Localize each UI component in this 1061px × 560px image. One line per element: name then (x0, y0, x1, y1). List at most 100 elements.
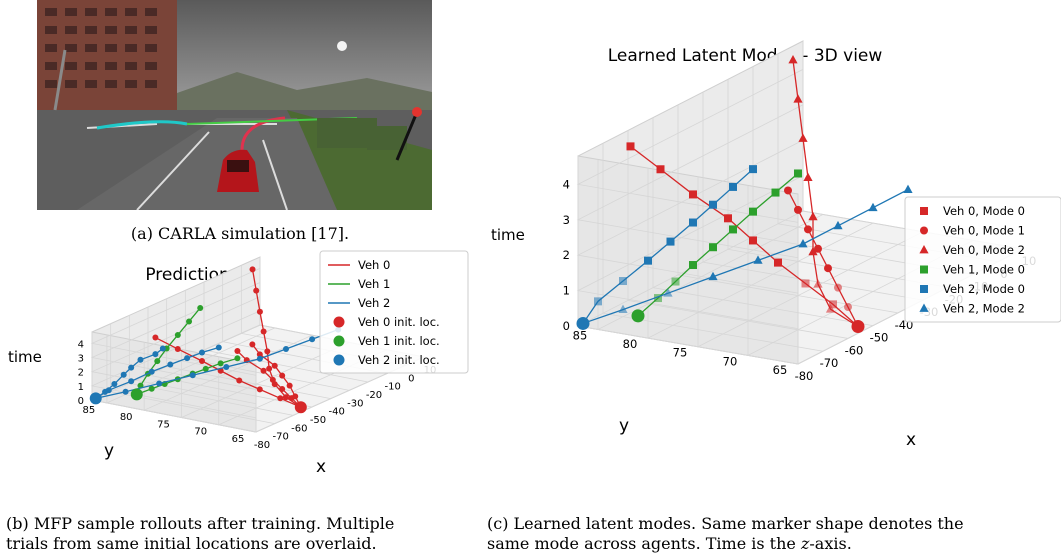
yaxis-tick-label: 75 (157, 419, 170, 430)
data-point (654, 294, 662, 303)
yaxis-tick-label: 85 (83, 405, 96, 416)
legend-label: Veh 0, Mode 0 (943, 204, 1025, 218)
data-point (256, 308, 263, 315)
data-point (814, 244, 822, 253)
legend-box (904, 196, 1061, 323)
xaxis-tick-label: -50 (310, 415, 326, 426)
legend-label: Veh 2, Mode 2 (943, 302, 1025, 316)
init-location-marker (130, 388, 143, 401)
data-point (152, 334, 159, 341)
data-point (801, 279, 810, 288)
data-point (215, 344, 222, 351)
data-point (256, 355, 263, 362)
data-point (234, 355, 241, 362)
data-point (266, 365, 273, 372)
data-point (223, 363, 230, 370)
legend-swatch (333, 354, 345, 366)
legend-swatch (920, 207, 928, 215)
data-point (788, 55, 798, 64)
data-point (253, 287, 260, 294)
init-location-marker (89, 392, 102, 405)
xaxis-tick-label: 0 (408, 373, 414, 384)
gridline (90, 282, 261, 390)
data-point (260, 328, 267, 335)
xaxis-tick-label: -60 (845, 343, 864, 357)
gridline (576, 175, 804, 329)
data-point (749, 207, 757, 216)
xaxis-tick-label: -80 (254, 440, 270, 451)
xaxis-tick-label: -60 (291, 423, 307, 434)
legend-label: Veh 0, Mode 1 (943, 224, 1025, 238)
xaxis-tick-label: -10 (384, 382, 400, 393)
data-point (269, 376, 276, 383)
data-point (689, 218, 697, 227)
yaxis-tick-label: 65 (232, 434, 245, 445)
data-point (729, 225, 737, 234)
yaxis-tick-label: 80 (120, 412, 133, 423)
zaxis-tick-label: 3 (78, 354, 84, 365)
legend-swatch (920, 285, 928, 293)
data-point (833, 220, 843, 230)
data-point (753, 255, 763, 264)
zaxis-tick-label: 4 (78, 339, 84, 350)
data-point (666, 237, 675, 246)
data-point (798, 238, 808, 248)
gridline (576, 139, 804, 294)
data-point (903, 184, 913, 193)
data-point (709, 200, 717, 209)
legend-label: Veh 1 (358, 277, 390, 291)
caption-c-line2: same mode across agents. Time is the z-a… (487, 534, 852, 553)
zaxis-tick-label: 4 (563, 177, 570, 191)
data-point (671, 277, 680, 286)
zaxis-label: time (8, 348, 42, 366)
data-point (102, 388, 109, 395)
data-point (594, 297, 602, 306)
legend-label: Veh 2 (358, 296, 390, 310)
data-point (154, 358, 161, 365)
xaxis-tick-label: -70 (272, 432, 288, 443)
xaxis-tick-label: -70 (820, 356, 839, 370)
data-point (260, 367, 267, 374)
xaxis-tick-label: -20 (366, 390, 382, 401)
data-point (120, 371, 127, 378)
carla-simulation-image (37, 0, 432, 210)
zaxis-tick-label: 1 (78, 382, 84, 393)
gridline (90, 296, 261, 405)
zaxis-tick-label: 1 (563, 284, 570, 298)
data-point (186, 318, 193, 325)
caption-c-line1: (c) Learned latent modes. Same marker sh… (487, 514, 964, 533)
data-point (111, 380, 118, 387)
data-point (264, 348, 271, 355)
zaxis-tick-label: 0 (78, 396, 84, 407)
legend-label: Veh 1 init. loc. (358, 334, 440, 348)
data-point (271, 362, 278, 369)
xaxis-tick-label: -80 (795, 369, 814, 383)
data-point (626, 142, 635, 151)
data-point (174, 331, 181, 338)
data-point (283, 346, 289, 352)
legend: Veh 0 Veh 1 Veh 2 Veh 0 init. loc. Veh 1 ini… (319, 250, 469, 374)
gridline (576, 68, 804, 223)
data-point (724, 214, 732, 223)
data-point (798, 133, 808, 142)
data-point (152, 351, 159, 358)
legend-swatch (919, 303, 929, 312)
yaxis-tick-label: 70 (723, 354, 738, 368)
yaxis-tick-label: 65 (773, 363, 788, 377)
data-point (249, 266, 256, 273)
data-point (202, 365, 209, 372)
data-point (122, 388, 129, 395)
caption-c: (c) Learned latent modes. Same marker sh… (487, 514, 1061, 554)
data-point (199, 349, 205, 356)
data-point (167, 361, 174, 368)
data-point (137, 356, 144, 363)
yaxis-label: y (104, 441, 114, 461)
data-point (619, 277, 627, 286)
data-point (804, 225, 812, 234)
data-point (236, 377, 243, 384)
building (37, 0, 177, 120)
data-point (656, 165, 665, 174)
data-point (256, 386, 263, 393)
data-point (148, 385, 155, 392)
data-point (825, 304, 836, 313)
